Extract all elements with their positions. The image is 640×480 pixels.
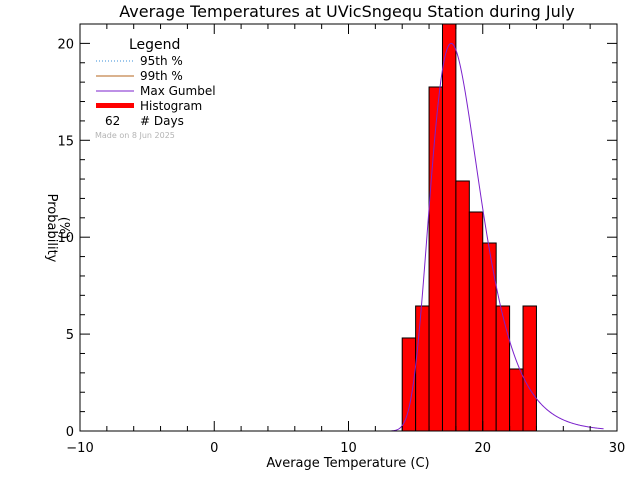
legend-histogram-label: Histogram <box>140 99 202 113</box>
x-axis-label: Average Temperature (C) <box>266 456 429 471</box>
x-tick-label: 0 <box>210 441 218 456</box>
y-tick-label: 10 <box>57 231 74 246</box>
chart-title: Average Temperatures at UVicSngequ Stati… <box>119 2 574 21</box>
legend: Legend 95th % 99th % Max Gumbel Histogra… <box>95 37 216 140</box>
y-tick-label: 0 <box>66 425 74 440</box>
x-tick-label: 30 <box>609 441 626 456</box>
histogram-bar-7 <box>495 305 511 432</box>
histogram-bars <box>401 23 537 432</box>
made-on-label: Made on 8 Jun 2025 <box>95 131 175 140</box>
histogram-bar-1 <box>415 305 430 432</box>
y-tick-label: 5 <box>66 328 74 343</box>
histogram-bar-8 <box>509 368 524 432</box>
x-tick-label: 10 <box>340 441 357 456</box>
y-axis-label: Probability <box>44 194 59 263</box>
histogram-bar-6 <box>482 242 497 432</box>
histogram-bar-4 <box>455 180 470 432</box>
x-tick-label: 20 <box>474 441 491 456</box>
x-tick-label: −10 <box>66 441 93 456</box>
y-axis-unit: (%) <box>56 217 71 240</box>
y-axis: 0 5 10 15 20 <box>57 23 617 440</box>
legend-histogram-swatch <box>96 103 134 108</box>
max-gumbel-curve <box>391 42 604 432</box>
legend-95th-label: 95th % <box>140 54 183 68</box>
legend-title: Legend <box>129 37 180 53</box>
legend-days-label: # Days <box>140 114 184 128</box>
histogram-bar-5 <box>468 211 484 432</box>
legend-99th-label: 99th % <box>140 69 183 83</box>
histogram-bar-9 <box>522 305 537 432</box>
y-tick-label: 15 <box>57 134 74 149</box>
y-tick-label: 20 <box>57 37 74 52</box>
x-axis: −10 0 10 20 30 <box>66 24 625 456</box>
legend-days-count: 62 <box>105 114 120 128</box>
histogram-bar-3 <box>441 23 457 432</box>
histogram-bar-2 <box>428 86 443 432</box>
legend-gumbel-label: Max Gumbel <box>140 84 216 98</box>
